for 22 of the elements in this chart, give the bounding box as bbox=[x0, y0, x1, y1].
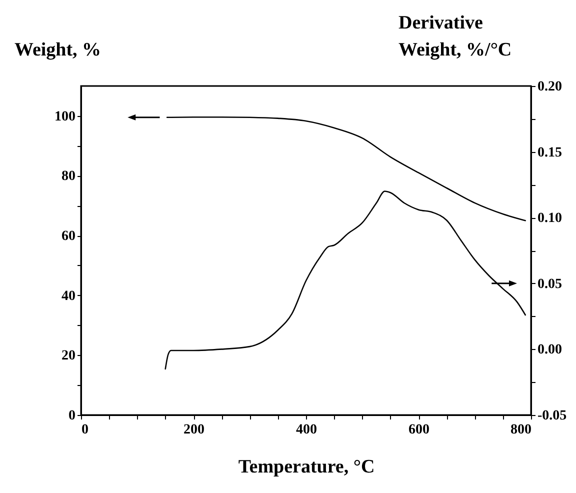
y-axis-title: Weight, % bbox=[14, 40, 102, 60]
line-series bbox=[164, 190, 526, 370]
y-tick-label: 80 bbox=[62, 169, 76, 184]
y2-tick-label: -0.05 bbox=[538, 408, 567, 424]
y-tick-label: 60 bbox=[62, 229, 76, 244]
x-axis-title: Temperature, °C bbox=[238, 456, 375, 478]
y2-tick-label: 0.00 bbox=[538, 342, 562, 358]
x-tick-label: 0 bbox=[82, 422, 88, 438]
y-tick-label: 0 bbox=[68, 408, 76, 424]
x-tick-label: 200 bbox=[184, 422, 204, 438]
line-series bbox=[166, 116, 526, 222]
y-tick-label: 100 bbox=[54, 109, 76, 124]
y2-tick-label: 0.20 bbox=[538, 80, 562, 94]
y-tick-label: 20 bbox=[62, 348, 76, 364]
y2-axis-title: Derivative Weight, %/°C bbox=[398, 12, 512, 60]
y2-tick-label: 0.05 bbox=[538, 276, 562, 292]
y2-tick-label: 0.15 bbox=[538, 145, 562, 160]
y-tick-label: 40 bbox=[62, 288, 76, 304]
x-tick-label: 600 bbox=[408, 422, 430, 438]
x-tick-label: 800 bbox=[510, 422, 532, 438]
y2-tick-label: 0.10 bbox=[538, 211, 562, 226]
x-tick-label: 400 bbox=[296, 422, 317, 438]
